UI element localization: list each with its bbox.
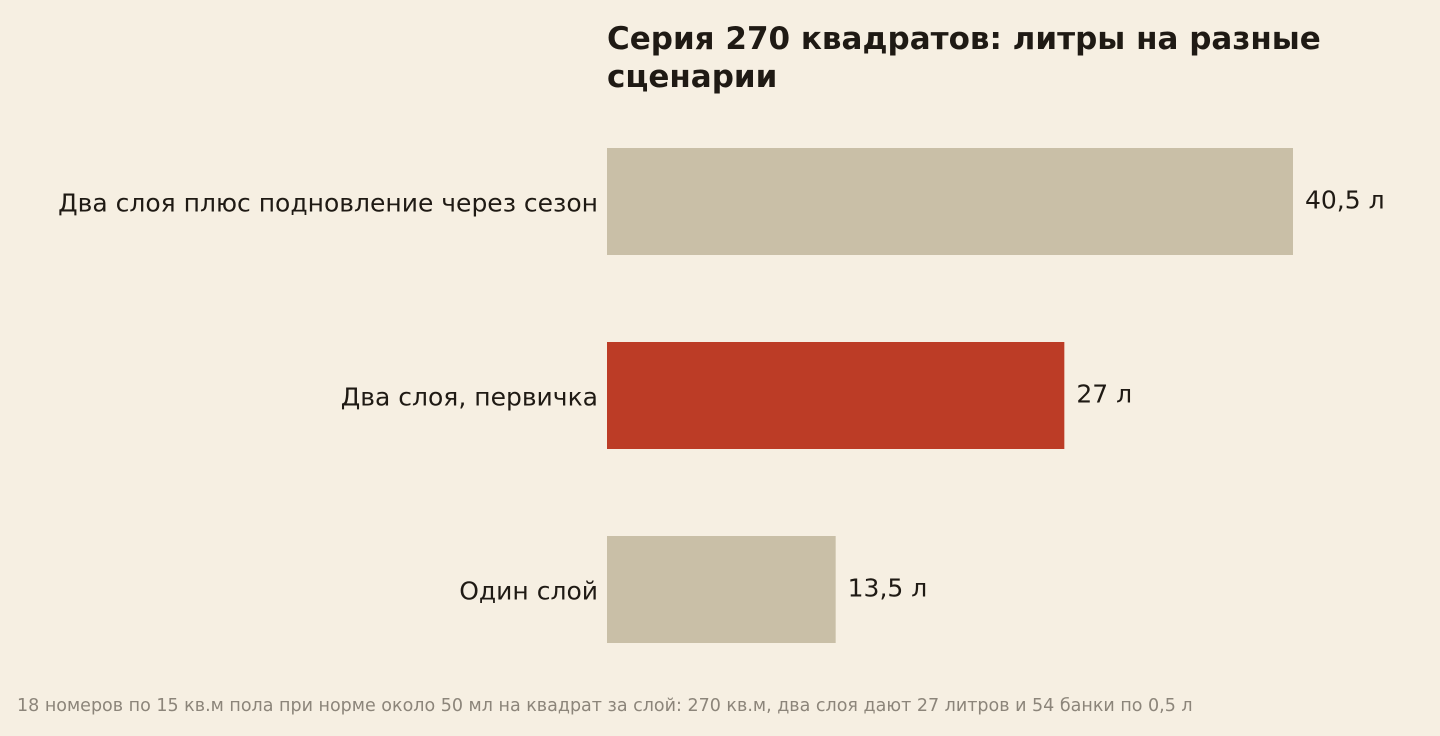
value-label-1: 27 л — [1076, 380, 1132, 409]
category-label-0: Два слоя плюс подновление через сезон — [58, 189, 598, 218]
category-label-2: Один слой — [459, 577, 598, 606]
category-label-1: Два слоя, первичка — [341, 383, 598, 412]
chart-title: Серия 270 квадратов: литры на разные сце… — [607, 21, 1321, 95]
bars-layer: Два слоя плюс подновление через сезон 40,… — [58, 148, 1385, 643]
footnote: 18 номеров по 15 кв.м пола при норме око… — [17, 696, 1193, 716]
value-label-2: 13,5 л — [848, 574, 928, 603]
value-label-0: 40,5 л — [1305, 186, 1385, 215]
bar-2 — [607, 536, 836, 643]
bar-chart: Два слоя плюс подновление через сезон 40,… — [58, 148, 1385, 643]
bar-1 — [607, 342, 1065, 449]
bar-0 — [607, 148, 1293, 255]
